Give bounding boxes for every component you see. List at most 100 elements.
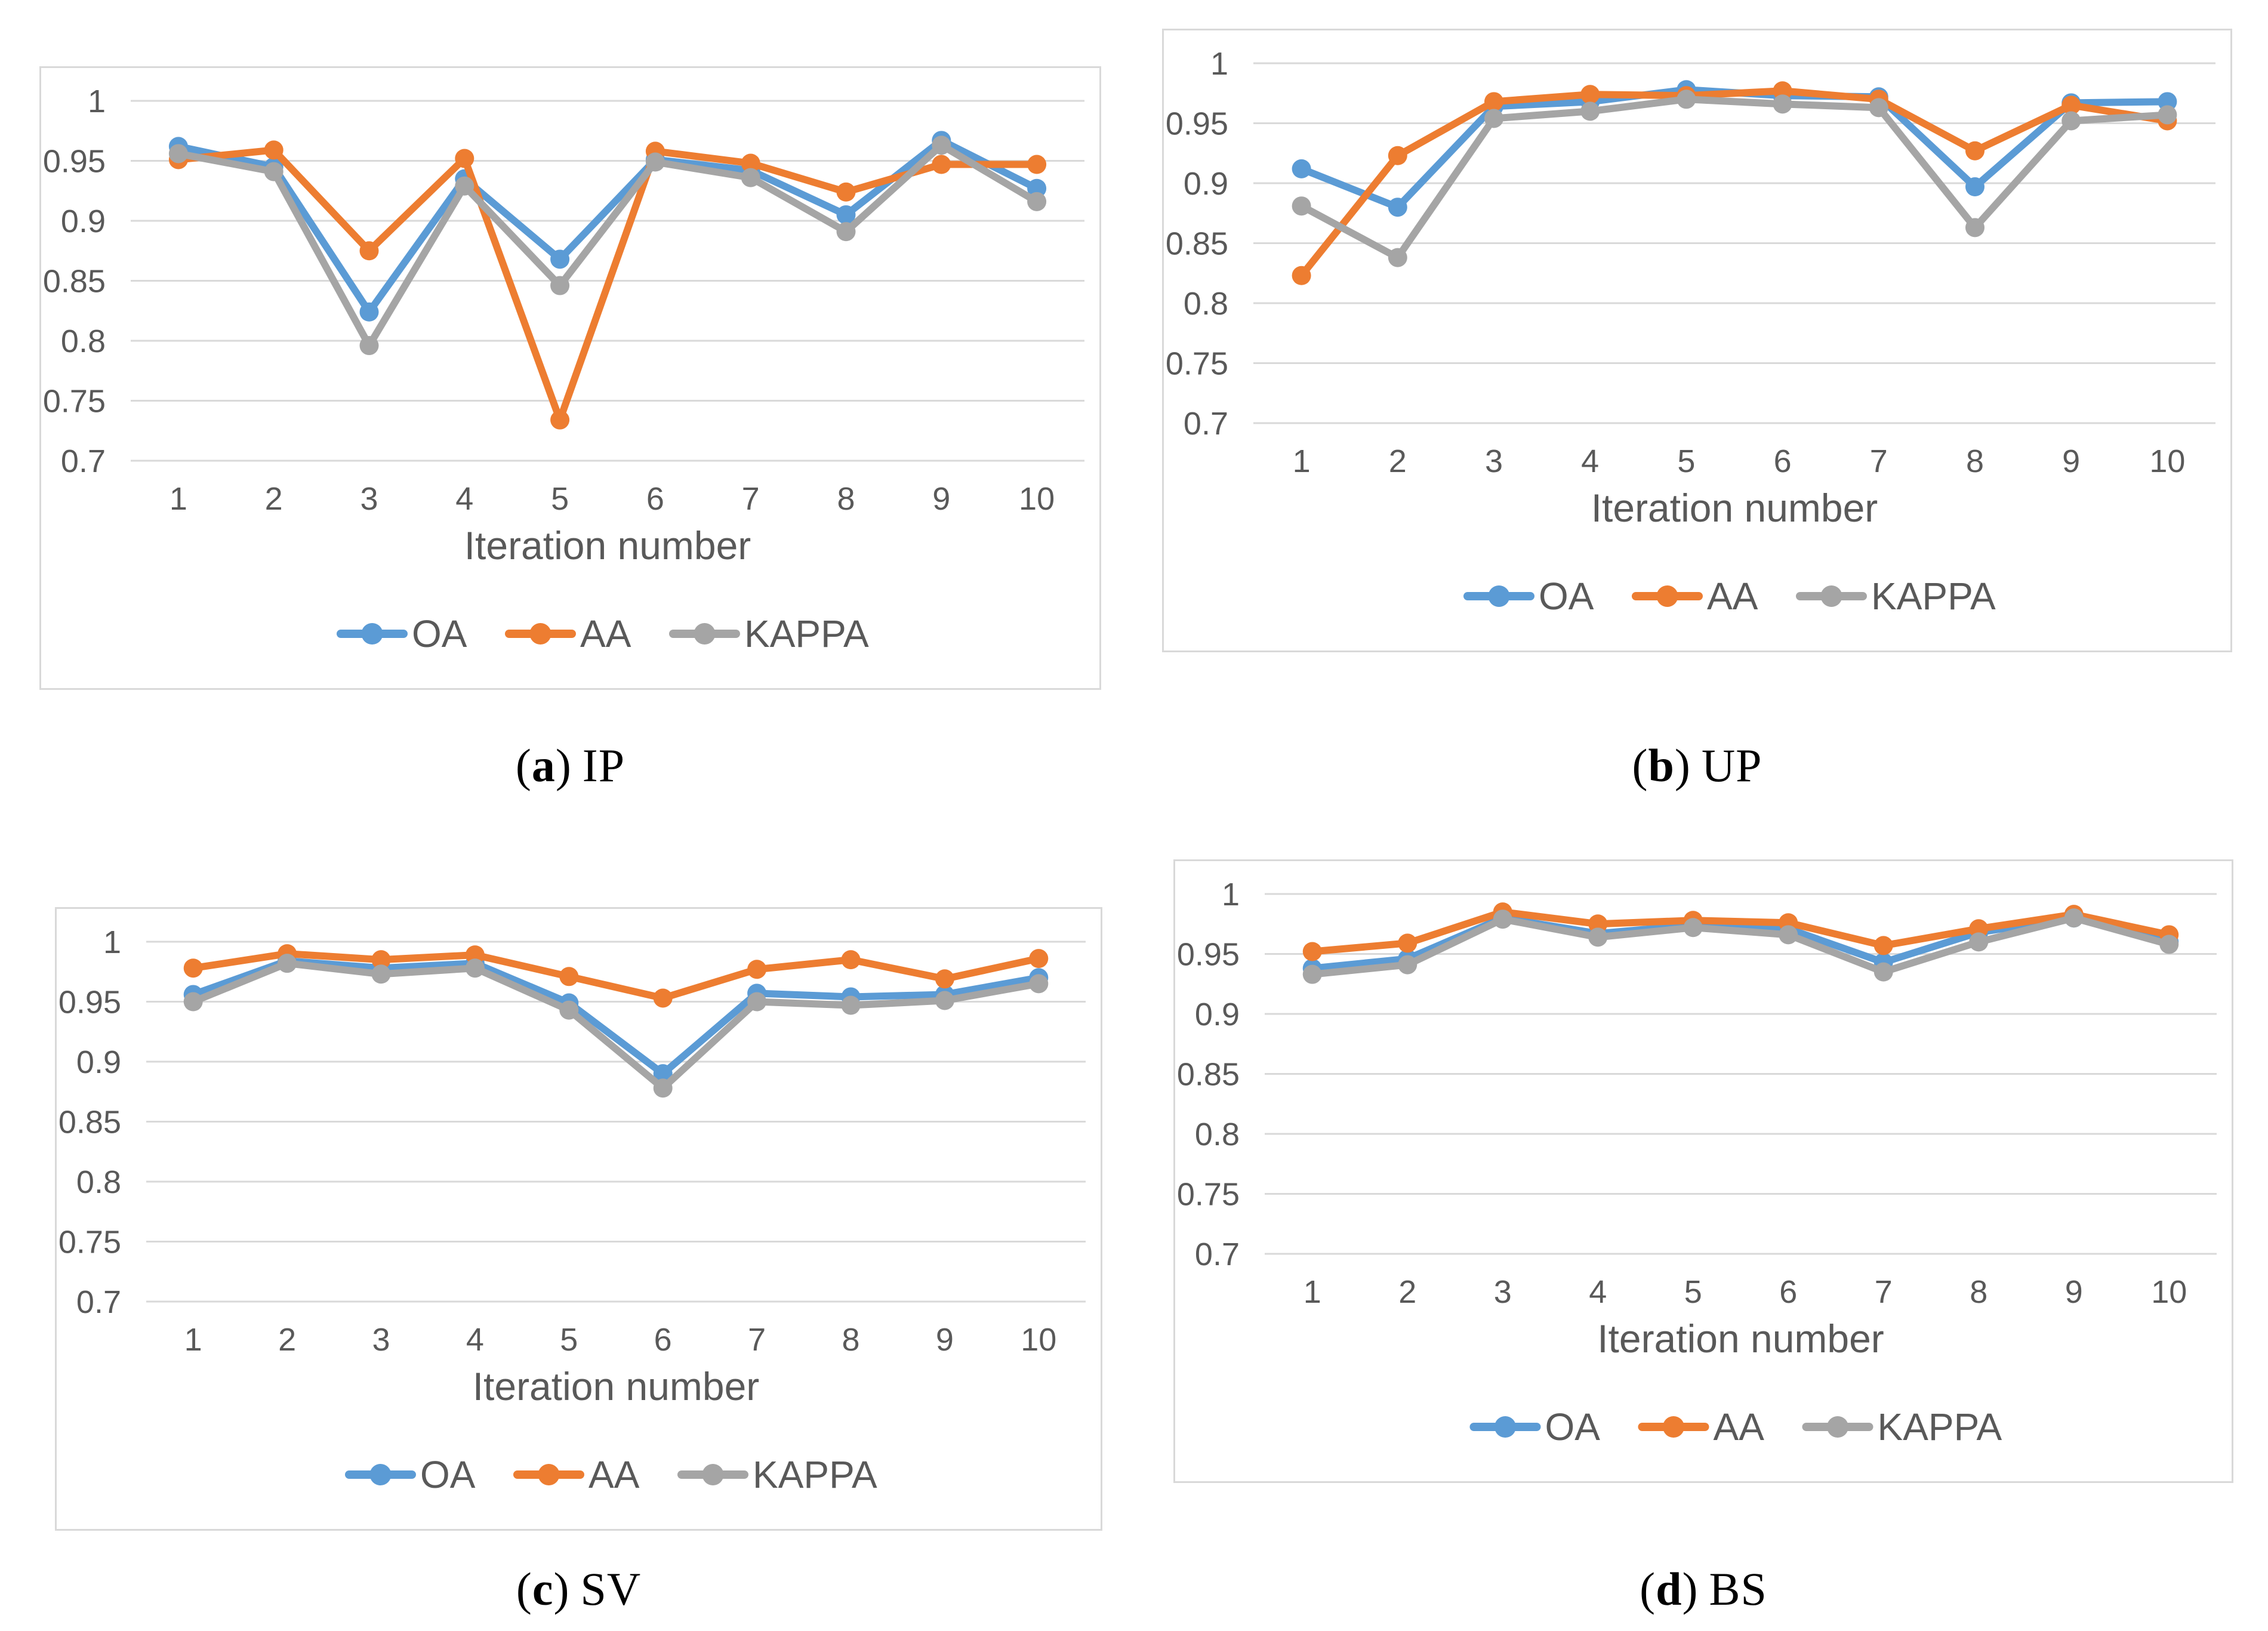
series-AA-point: [1292, 266, 1311, 285]
legend-label: AA: [580, 612, 631, 655]
series-KAPPA-point: [1027, 192, 1047, 211]
line-chart-a: 1 0.95 0.9 0.85 0.8 0.75 0.7 1 2 3 4 5 6 7 8 9 10 Iterati…: [43, 84, 1084, 655]
series-KAPPA-line: [1298, 95, 2171, 261]
series-KAPPA-point: [2159, 935, 2179, 954]
chart-panel-a: 1 0.95 0.9 0.85 0.8 0.75 0.7 1 2 3 4 5 6 7 8 9 10 Iterati…: [39, 66, 1101, 690]
series-KAPPA-point: [264, 162, 284, 181]
series-OA-point: [836, 205, 856, 224]
caption-c: (c) SV: [55, 1562, 1102, 1616]
series-OA-line: [189, 957, 1043, 1078]
legend-point-marker: [1494, 1416, 1516, 1438]
y-tick-label: 0.7: [1195, 1237, 1240, 1272]
y-tick-label: 0.9: [1184, 166, 1228, 202]
caption-d-close-paren: ): [1682, 1563, 1699, 1615]
series-KAPPA-point: [1398, 955, 1417, 975]
series-KAPPA-point: [1969, 932, 1989, 952]
series-AA-point: [1302, 942, 1322, 961]
series-AA-point: [1873, 936, 1893, 955]
series-KAPPA-point: [1873, 962, 1893, 982]
series-KAPPA-line: [1308, 914, 2173, 978]
y-tick-label: 0.95: [58, 985, 121, 1020]
series-AA-point: [465, 945, 485, 965]
legend-item-KAPPA: KAPPA: [1796, 575, 1996, 618]
series-AA-line: [1308, 908, 2173, 955]
legend-label: AA: [1707, 575, 1758, 618]
series-KAPPA-point: [359, 336, 379, 356]
y-tick-label: 0.8: [1184, 286, 1228, 322]
series-AA-line: [174, 146, 1041, 424]
x-tick-label: 7: [1875, 1274, 1893, 1310]
series-AA-point: [183, 958, 203, 978]
series-KAPPA-line: [189, 960, 1043, 1092]
series-KAPPA-point: [841, 995, 861, 1015]
y-tick-label: 1: [1210, 46, 1228, 82]
y-tick-label: 0.85: [1177, 1057, 1240, 1093]
series-KAPPA-point: [1302, 964, 1322, 984]
y-tick-label: 0.7: [76, 1284, 121, 1320]
x-tick-label: 7: [748, 1322, 766, 1358]
x-tick-label: 7: [742, 481, 760, 517]
series-KAPPA-point: [1869, 98, 1888, 118]
caption-a-open-paren: (: [515, 739, 532, 791]
x-tick-label: 5: [1677, 443, 1695, 479]
series-AA-point: [1029, 949, 1049, 969]
x-tick-label: 1: [184, 1322, 202, 1358]
x-axis-title: Iteration number: [1597, 1316, 1884, 1361]
y-tick-label: 1: [88, 84, 106, 119]
series-AA-point: [932, 155, 951, 174]
x-tick-label: 3: [360, 481, 378, 517]
series-AA-point: [1027, 155, 1047, 174]
caption-c-open-paren: (: [516, 1563, 532, 1615]
caption-b-letter: b: [1648, 739, 1675, 791]
x-tick-label: 8: [842, 1322, 859, 1358]
series-AA-point: [935, 969, 954, 989]
caption-b-label: UP: [1701, 739, 1762, 791]
legend-item-KAPPA: KAPPA: [669, 612, 869, 655]
series-KAPPA-point: [559, 1000, 579, 1020]
series-AA-point: [2061, 95, 2081, 115]
series-AA-point: [1580, 85, 1600, 104]
x-tick-label: 9: [936, 1322, 954, 1358]
series-KAPPA-point: [550, 276, 570, 295]
series-OA-line: [1298, 86, 2171, 211]
x-tick-label: 2: [1389, 443, 1407, 479]
series-AA-point: [559, 967, 579, 986]
series-KAPPA-point: [653, 1078, 673, 1098]
caption-a-letter: a: [531, 739, 556, 791]
legend-point-marker: [1820, 585, 1842, 607]
x-tick-label: 1: [1293, 443, 1311, 479]
y-tick-label: 0.95: [1177, 937, 1240, 973]
x-tick-label: 2: [278, 1322, 296, 1358]
legend-item-AA: AA: [505, 612, 631, 655]
x-tick-label: 6: [646, 481, 664, 517]
caption-b-open-paren: (: [1632, 739, 1648, 791]
caption-d: (d) BS: [1173, 1562, 2233, 1616]
series-AA-point: [264, 140, 284, 160]
y-tick-label: 0.9: [61, 204, 106, 239]
series-KAPPA-point: [1965, 218, 1984, 238]
series-KAPPA-point: [1683, 918, 1703, 938]
series-OA-point: [1027, 178, 1047, 198]
series-OA-point: [1965, 177, 1984, 197]
x-axis-title: Iteration number: [473, 1364, 760, 1408]
y-tick-label: 0.85: [43, 264, 106, 300]
x-tick-label: 7: [1870, 443, 1888, 479]
legend-item-OA: OA: [345, 1453, 476, 1496]
y-tick-label: 0.75: [1177, 1177, 1240, 1213]
x-tick-label: 5: [560, 1322, 578, 1358]
legend-item-KAPPA: KAPPA: [677, 1453, 877, 1496]
y-tick-label: 0.95: [43, 144, 106, 180]
series-KAPPA-point: [1484, 109, 1503, 128]
y-tick-label: 0.8: [1195, 1117, 1240, 1152]
legend-label: AA: [1714, 1405, 1765, 1448]
legend-item-OA: OA: [1463, 575, 1594, 618]
series-KAPPA-point: [836, 222, 856, 242]
x-tick-label: 4: [1589, 1274, 1607, 1310]
legend-item-OA: OA: [1469, 1405, 1600, 1448]
x-tick-label: 10: [2151, 1274, 2187, 1310]
series-KAPPA-point: [2158, 105, 2177, 125]
series-AA-point: [1398, 933, 1417, 953]
series-AA-point: [359, 241, 379, 261]
series-KAPPA-point: [2061, 111, 2081, 131]
